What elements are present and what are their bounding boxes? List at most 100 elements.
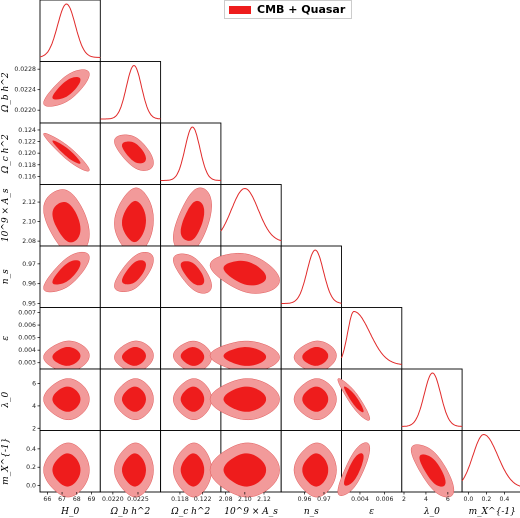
contour-1sigma-As-H0 — [52, 202, 81, 243]
ytick-label-och2: 0.124 — [18, 127, 36, 134]
xtick-label-obh2: 0.0225 — [127, 496, 149, 503]
xtick-label-H0: 67 — [58, 496, 66, 503]
ytick-label-lam: 4 — [32, 403, 36, 410]
ytick-label-och2: 0.120 — [18, 150, 36, 157]
contour-1sigma-mx-ns — [302, 453, 329, 487]
contour-1sigma-As-och2 — [180, 200, 205, 241]
xtick-label-och2: 0.122 — [194, 496, 212, 503]
ytick-label-lam: 6 — [32, 381, 36, 388]
xlabel-mx: m_X^{-1} — [469, 507, 516, 517]
ytick-label-och2: 0.118 — [18, 162, 36, 169]
marginal-eps — [341, 311, 402, 365]
xtick-label-och2: 0.118 — [171, 496, 189, 503]
xtick-label-obh2: 0.0220 — [102, 496, 124, 503]
contour-1sigma-ns-H0 — [52, 260, 81, 285]
marginal-As — [220, 187, 282, 242]
ytick-label-eps: 0.004 — [18, 347, 36, 354]
xtick-label-mx: 0.4 — [499, 496, 509, 503]
contour-1sigma-lam-H0 — [52, 386, 81, 412]
xtick-label-eps: 0.006 — [376, 496, 394, 503]
marginal-och2 — [160, 126, 221, 181]
ytick-label-eps: 0.003 — [18, 360, 36, 367]
ylabel-As: 10^9 × A_s — [1, 188, 11, 242]
panel-H0-H0 — [39, 0, 101, 62]
ytick-label-obh2: 0.0228 — [14, 66, 36, 73]
ytick-label-ns: 0.97 — [22, 261, 36, 268]
xlabel-lam: λ_0 — [423, 507, 440, 517]
ylabel-mx: m_X^{-1} — [1, 438, 11, 485]
contour-1sigma-lam-ns — [302, 386, 329, 412]
legend-label: CMB + Quasar — [257, 3, 346, 16]
ytick-label-eps: 0.005 — [18, 335, 36, 342]
contour-1sigma-ns-obh2 — [122, 260, 146, 285]
xlabel-eps: ε — [369, 507, 374, 517]
xlabel-obh2: Ω_b h^2 — [110, 507, 151, 517]
xtick-label-H0: 68 — [73, 496, 81, 503]
ylabel-eps: ε — [1, 336, 11, 341]
xtick-label-lam: 2 — [402, 496, 406, 503]
ylabel-lam: λ_0 — [1, 392, 11, 409]
xtick-label-mx: 0.2 — [481, 496, 491, 503]
contour-1sigma-mx-eps — [344, 453, 364, 486]
ytick-label-lam: 2 — [32, 425, 36, 432]
xtick-label-lam: 6 — [446, 496, 450, 503]
contour-1sigma-eps-As — [223, 347, 267, 366]
xtick-label-As: 2.12 — [257, 496, 271, 503]
xlabel-ns: n_s — [304, 507, 319, 517]
legend-swatch — [229, 5, 251, 14]
ytick-label-As: 2.08 — [22, 238, 36, 245]
marginal-ns — [281, 249, 342, 304]
marginal-obh2 — [100, 64, 161, 120]
ylabel-obh2: Ω_b h^2 — [1, 72, 11, 113]
contour-1sigma-ns-och2 — [180, 261, 205, 286]
contour-1sigma-lam-och2 — [180, 386, 205, 412]
xtick-label-ns: 0.96 — [298, 496, 312, 503]
contour-1sigma-As-obh2 — [122, 200, 146, 243]
contour-1sigma-och2-obh2 — [122, 141, 146, 164]
xlabel-och2: Ω_c h^2 — [170, 507, 210, 517]
contour-1sigma-eps-ns — [302, 347, 329, 366]
contour-1sigma-lam-eps — [344, 386, 364, 413]
ytick-label-ns: 0.96 — [22, 281, 36, 288]
xlabel-As: 10^9 × A_s — [224, 507, 278, 517]
contour-1sigma-obh2-H0 — [52, 77, 81, 100]
panel-lam-lam — [401, 368, 463, 431]
panel-och2-och2 — [160, 122, 222, 185]
contour-1sigma-och2-H0 — [52, 140, 81, 164]
ytick-label-obh2: 0.0220 — [14, 107, 36, 114]
contour-1sigma-mx-lam — [419, 454, 446, 487]
xtick-label-As: 2.10 — [238, 496, 252, 503]
xtick-label-As: 2.08 — [219, 496, 233, 503]
contour-1sigma-mx-obh2 — [122, 453, 146, 487]
ytick-label-ns: 0.95 — [22, 301, 36, 308]
ytick-label-och2: 0.122 — [18, 139, 36, 146]
contour-1sigma-mx-och2 — [180, 453, 205, 487]
contour-1sigma-eps-och2 — [180, 347, 205, 366]
ytick-label-As: 2.12 — [22, 199, 36, 206]
contour-1sigma-lam-obh2 — [122, 386, 146, 412]
ytick-label-As: 2.10 — [22, 219, 36, 226]
xtick-label-H0: 66 — [43, 496, 51, 503]
contour-1sigma-eps-H0 — [52, 347, 81, 366]
ytick-label-obh2: 0.0224 — [14, 87, 36, 94]
contour-1sigma-mx-As — [223, 453, 267, 487]
xtick-label-lam: 4 — [424, 496, 428, 503]
ytick-label-och2: 0.116 — [18, 173, 36, 180]
xtick-label-eps: 0.004 — [351, 496, 369, 503]
marginal-mx — [461, 433, 520, 487]
ytick-label-mx: 0.4 — [26, 446, 36, 453]
xtick-label-H0: 69 — [88, 496, 96, 503]
contour-1sigma-lam-As — [223, 386, 267, 412]
legend: CMB + Quasar — [224, 0, 353, 19]
ylabel-ns: n_s — [1, 269, 11, 284]
ylabel-och2: Ω_c h^2 — [1, 134, 11, 174]
xlabel-H0: H_0 — [60, 507, 79, 517]
contour-1sigma-eps-obh2 — [122, 347, 146, 366]
panel-eps-eps — [341, 307, 403, 370]
contour-1sigma-ns-As — [223, 260, 267, 286]
contour-1sigma-mx-H0 — [52, 453, 81, 487]
ytick-label-eps: 0.007 — [18, 310, 36, 317]
ytick-label-eps: 0.006 — [18, 322, 36, 329]
ytick-label-mx: 0.2 — [26, 464, 36, 471]
